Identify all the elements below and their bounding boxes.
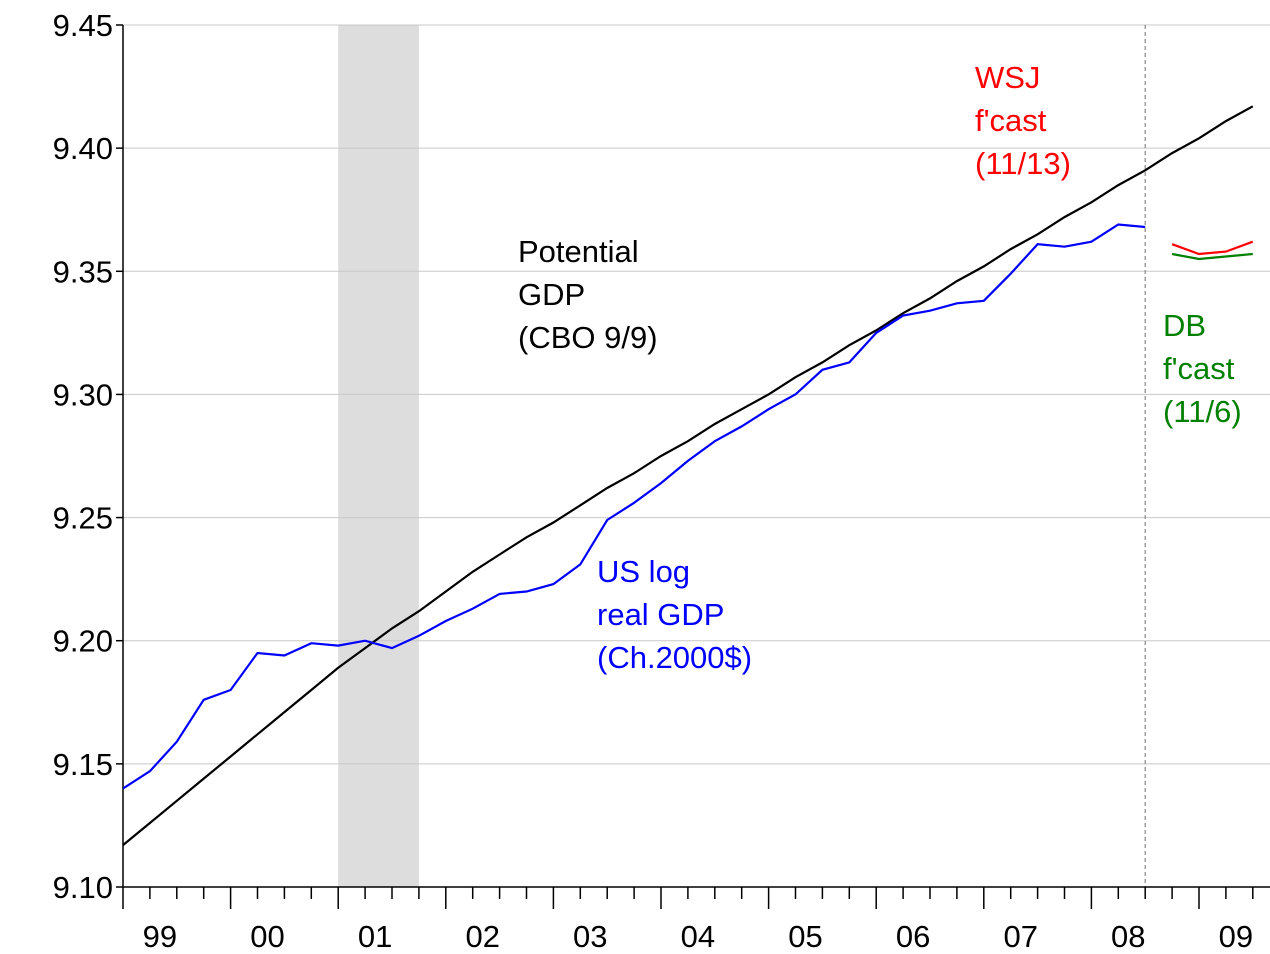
plot-area — [123, 105, 1254, 846]
series-line — [1171, 252, 1253, 261]
x-tick-label: 02 — [465, 919, 499, 954]
annotation: WSJ — [975, 60, 1040, 95]
y-tick-label: 9.45 — [53, 8, 113, 43]
y-tick-label: 9.20 — [53, 624, 113, 659]
annotation: f'cast — [1163, 351, 1235, 386]
x-tick-label: 07 — [1003, 919, 1037, 954]
annotation: Potential — [518, 234, 639, 269]
x-tick-label: 04 — [681, 919, 715, 954]
x-tick-label: 06 — [896, 919, 930, 954]
annotation: US log — [597, 554, 690, 589]
annotation: (11/6) — [1163, 394, 1242, 429]
annotation: DB — [1163, 308, 1206, 343]
x-tick-label: 03 — [573, 919, 607, 954]
y-tick-label: 9.30 — [53, 377, 113, 412]
x-tick-label: 00 — [250, 919, 284, 954]
annotation: (CBO 9/9) — [518, 320, 658, 355]
annotation: (11/13) — [975, 146, 1071, 181]
y-tick-label: 9.25 — [53, 501, 113, 536]
x-tick-label: 01 — [358, 919, 392, 954]
y-tick-label: 9.40 — [53, 131, 113, 166]
y-tick-label: 9.15 — [53, 747, 113, 782]
x-tick-label: 05 — [788, 919, 822, 954]
series-line — [123, 105, 1254, 846]
y-tick-label: 9.10 — [53, 870, 113, 905]
series-line — [1171, 240, 1254, 256]
y-tick-label: 9.35 — [53, 254, 113, 289]
x-tick-label: 08 — [1111, 919, 1145, 954]
recession-shade — [338, 25, 419, 887]
annotation: (Ch.2000$) — [597, 640, 752, 675]
annotation: real GDP — [597, 597, 724, 632]
x-tick-label: 09 — [1219, 919, 1253, 954]
x-tick-label: 99 — [143, 919, 177, 954]
annotation: f'cast — [975, 103, 1047, 138]
series-line — [123, 223, 1146, 790]
annotation: GDP — [518, 277, 585, 312]
